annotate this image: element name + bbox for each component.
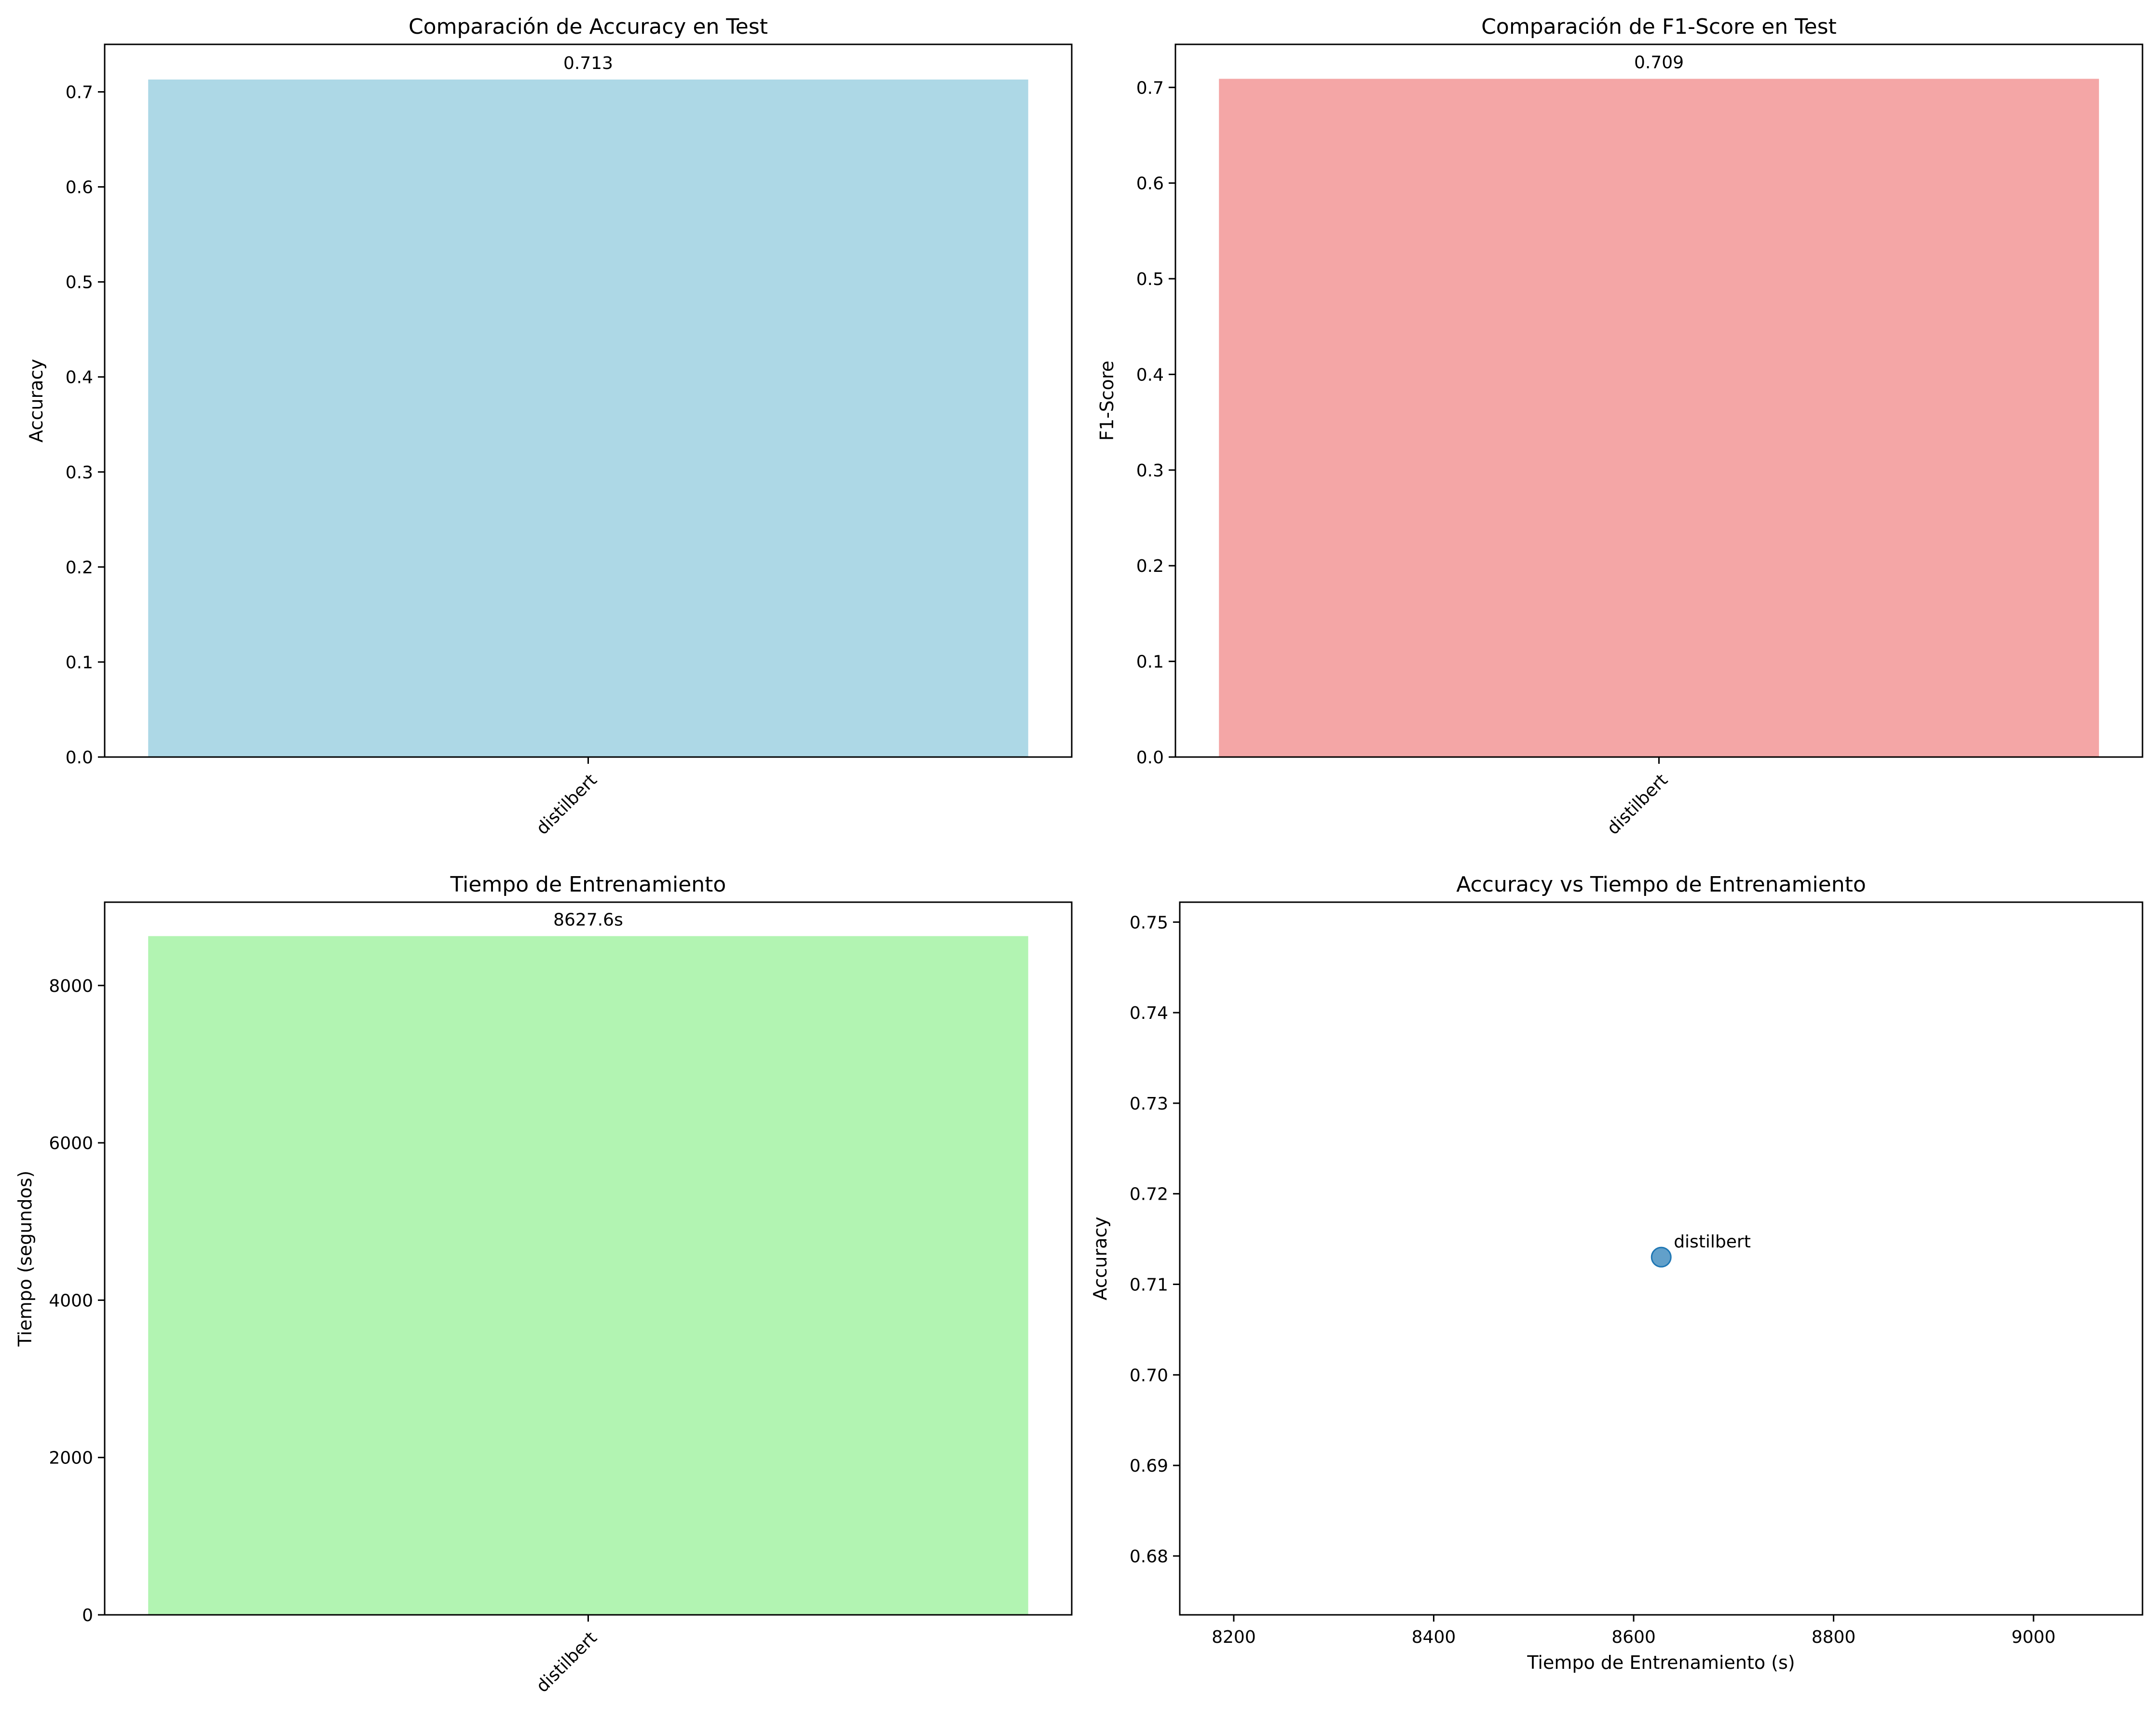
y-axis-label: Accuracy	[26, 359, 47, 443]
x-tick-label: 8400	[1412, 1627, 1456, 1647]
y-tick-label: 0.2	[66, 558, 93, 578]
y-tick-label: 0.4	[66, 368, 93, 388]
bar-distilbert	[148, 936, 1028, 1615]
y-tick-label: 0.70	[1130, 1366, 1168, 1385]
x-tick-label: 8200	[1212, 1627, 1256, 1647]
y-tick-label: 0.1	[66, 653, 93, 673]
y-tick-label: 0.0	[1136, 748, 1164, 768]
y-tick-label: 8000	[49, 976, 93, 996]
bar-value-label: 8627.6s	[553, 910, 623, 930]
y-tick-label: 0.69	[1130, 1456, 1168, 1476]
y-tick-label: 0.4	[1136, 365, 1164, 385]
x-axis-label: Tiempo de Entrenamiento (s)	[1527, 1652, 1795, 1673]
y-tick-label: 0.3	[1136, 461, 1164, 481]
y-tick-label: 0.3	[66, 463, 93, 483]
bar-distilbert	[148, 80, 1028, 757]
scatter-point-distilbert	[1651, 1247, 1671, 1267]
y-tick-label: 2000	[49, 1448, 93, 1468]
y-tick-label: 0.68	[1130, 1547, 1168, 1567]
y-tick-label: 0.5	[1136, 270, 1164, 289]
y-axis-label: Tiempo (segundos)	[14, 1171, 36, 1347]
chart-3: Tiempo de Entrenamiento8627.6sdistilbert…	[14, 872, 1072, 1696]
x-tick-label: 8600	[1611, 1627, 1656, 1647]
y-tick-label: 0.72	[1130, 1185, 1168, 1205]
bar-distilbert	[1219, 79, 2099, 757]
point-label: distilbert	[1674, 1232, 1751, 1252]
y-tick-label: 0	[82, 1606, 93, 1625]
y-tick-label: 0.5	[66, 273, 93, 293]
y-tick-label: 0.2	[1136, 556, 1164, 576]
y-tick-label: 0.71	[1130, 1275, 1168, 1295]
chart-1: Comparación de Accuracy en Test0.713dist…	[26, 14, 1072, 839]
y-tick-label: 0.75	[1130, 913, 1168, 933]
y-tick-label: 4000	[49, 1291, 93, 1311]
y-tick-label: 0.7	[1136, 78, 1164, 98]
y-tick-label: 0.73	[1130, 1094, 1168, 1114]
y-tick-label: 0.6	[1136, 174, 1164, 194]
y-tick-label: 0.1	[1136, 652, 1164, 672]
chart-title: Comparación de F1-Score en Test	[1481, 14, 1837, 39]
chart-title: Accuracy vs Tiempo de Entrenamiento	[1456, 872, 1866, 897]
chart-title: Comparación de Accuracy en Test	[409, 14, 768, 39]
y-tick-label: 0.74	[1130, 1003, 1168, 1023]
bar-value-label: 0.709	[1634, 53, 1684, 72]
y-tick-label: 0.6	[66, 178, 93, 198]
y-axis-label: Accuracy	[1090, 1217, 1111, 1300]
chart-2: Comparación de F1-Score en Test0.709dist…	[1096, 14, 2142, 839]
x-tick-label: 9000	[2011, 1627, 2056, 1647]
bar-value-label: 0.713	[563, 54, 613, 73]
y-tick-label: 6000	[49, 1134, 93, 1153]
y-tick-label: 0.7	[66, 83, 93, 103]
y-axis-label: F1-Score	[1096, 361, 1118, 441]
x-tick-label: 8800	[1812, 1627, 1856, 1647]
chart-title: Tiempo de Entrenamiento	[450, 872, 726, 897]
y-tick-label: 0.0	[66, 748, 93, 768]
